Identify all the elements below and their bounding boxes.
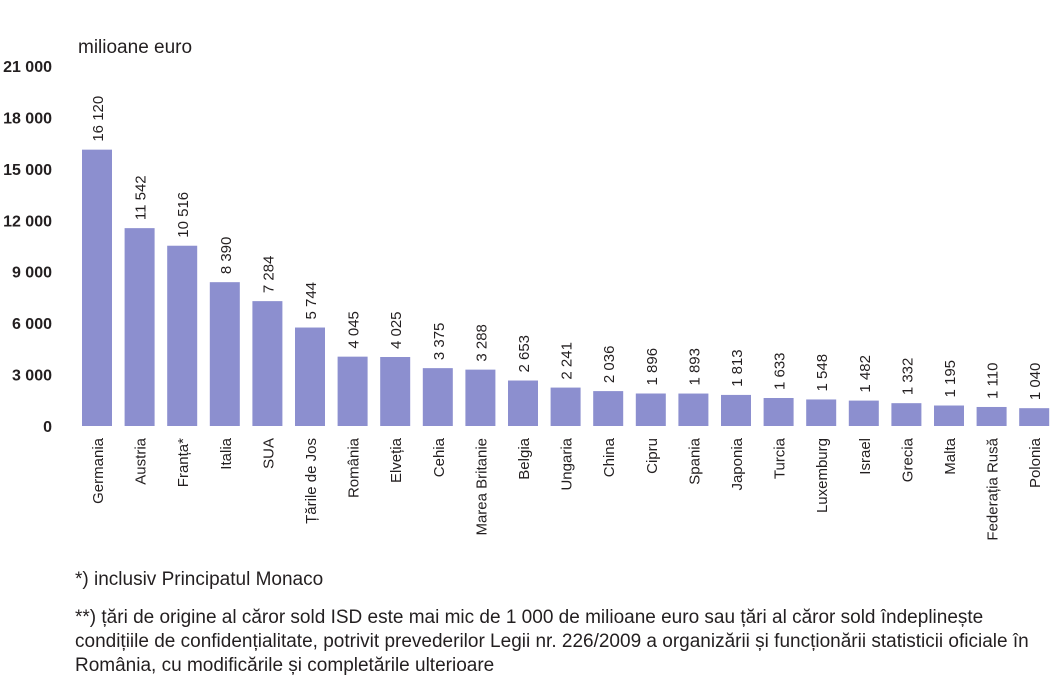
bar: [976, 406, 1007, 426]
x-tick-label: Marea Britanie: [473, 438, 490, 536]
x-tick-label: Malta: [942, 437, 959, 474]
x-tick-label: Belgia: [516, 437, 533, 479]
data-label: 2 241: [559, 342, 576, 380]
y-tick-label: 15 000: [3, 162, 52, 179]
x-tick-label: Israel: [857, 438, 874, 475]
y-tick-label: 6 000: [12, 316, 52, 333]
data-label: 7 284: [260, 256, 277, 294]
bar: [635, 393, 666, 426]
x-tick-label: Germania: [90, 437, 107, 504]
y-tick-label: 9 000: [12, 265, 52, 282]
x-tick-label: Grecia: [899, 437, 916, 482]
data-label: 8 390: [218, 237, 235, 275]
bar: [721, 394, 751, 426]
y-tick-label: 0: [43, 419, 52, 436]
x-tick-label: Ungaria: [559, 437, 576, 490]
data-label: 4 025: [388, 311, 405, 349]
data-label: 3 288: [473, 324, 490, 362]
footnotes: *) inclusiv Principatul Monaco **) țări …: [75, 568, 1040, 678]
data-label: 4 045: [346, 311, 363, 349]
data-label: 1 893: [686, 348, 703, 386]
data-label: 1 548: [814, 354, 831, 392]
bar: [678, 393, 709, 426]
data-label: 2 653: [516, 335, 533, 373]
x-tick-label: Federația Rusă: [985, 437, 1002, 540]
bar: [82, 149, 112, 426]
data-label: 1 896: [644, 348, 661, 386]
bar: [763, 398, 794, 426]
bar: [891, 403, 922, 426]
x-tick-label: Luxemburg: [814, 438, 831, 513]
x-tick-label: Spania: [686, 437, 703, 484]
bar: [1019, 408, 1050, 426]
bar: [295, 327, 325, 426]
y-tick-label: 3 000: [12, 368, 52, 385]
data-label: 1 813: [729, 349, 746, 387]
x-tick-label: Cehia: [431, 437, 448, 477]
x-axis: Germania Austria Franța* Italia SUA Țările de…: [90, 437, 1044, 540]
bar: [422, 368, 453, 426]
bar: [337, 356, 368, 426]
bar: [934, 405, 964, 426]
x-tick-label: Elveția: [388, 437, 405, 483]
bar: [252, 301, 283, 426]
chart-unit-label: milioane euro: [78, 37, 192, 58]
footnote-monaco: *) inclusiv Principatul Monaco: [75, 569, 324, 590]
value-labels: 16 120 11 542 10 516 8 390 7 284 5 744 4 045 4 …: [90, 96, 1044, 400]
bar: [465, 369, 496, 426]
bar: [550, 387, 581, 426]
footnote-confidentiality: **) țări de origine al căror sold ISD es…: [75, 607, 1029, 676]
data-label: 1 633: [772, 352, 789, 390]
data-label: 1 332: [899, 358, 916, 396]
x-tick-label: Austria: [133, 437, 150, 484]
bar: [380, 357, 411, 426]
bar: [593, 391, 624, 426]
data-label: 1 040: [1027, 363, 1044, 401]
bar: [167, 245, 198, 426]
data-label: 3 375: [431, 323, 448, 361]
x-tick-label: Turcia: [772, 437, 789, 479]
x-tick-label: România: [346, 437, 363, 498]
bar: [806, 399, 837, 426]
bars: [82, 149, 1050, 426]
x-tick-label: Italia: [218, 437, 235, 469]
data-label: 16 120: [90, 96, 107, 142]
bar: [848, 400, 879, 426]
x-tick-label: Țările de Jos: [303, 438, 320, 524]
bar: [209, 282, 240, 426]
x-tick-label: Polonia: [1027, 437, 1044, 488]
data-label: 1 482: [857, 355, 874, 393]
x-tick-label: Franța*: [175, 438, 192, 487]
bar-chart: milioane euro 0 3 000 6 000 9 000 12 000 15 0…: [3, 37, 1050, 541]
x-tick-label: Cipru: [644, 438, 661, 474]
bar: [508, 380, 538, 426]
data-label: 5 744: [303, 282, 320, 320]
bar: [124, 228, 155, 426]
x-tick-label: Japonia: [729, 437, 746, 490]
data-label: 2 036: [601, 346, 618, 384]
data-label: 1 195: [942, 360, 959, 398]
x-tick-label: China: [601, 437, 618, 477]
y-tick-label: 12 000: [3, 213, 52, 230]
data-label: 11 542: [133, 175, 150, 220]
y-tick-label: 18 000: [3, 110, 52, 127]
y-tick-label: 21 000: [3, 59, 52, 76]
data-label: 10 516: [175, 192, 192, 238]
x-tick-label: SUA: [260, 438, 277, 469]
y-axis: 0 3 000 6 000 9 000 12 000 15 000 18 000 21 000: [3, 59, 52, 436]
data-label: 1 110: [985, 363, 1002, 399]
